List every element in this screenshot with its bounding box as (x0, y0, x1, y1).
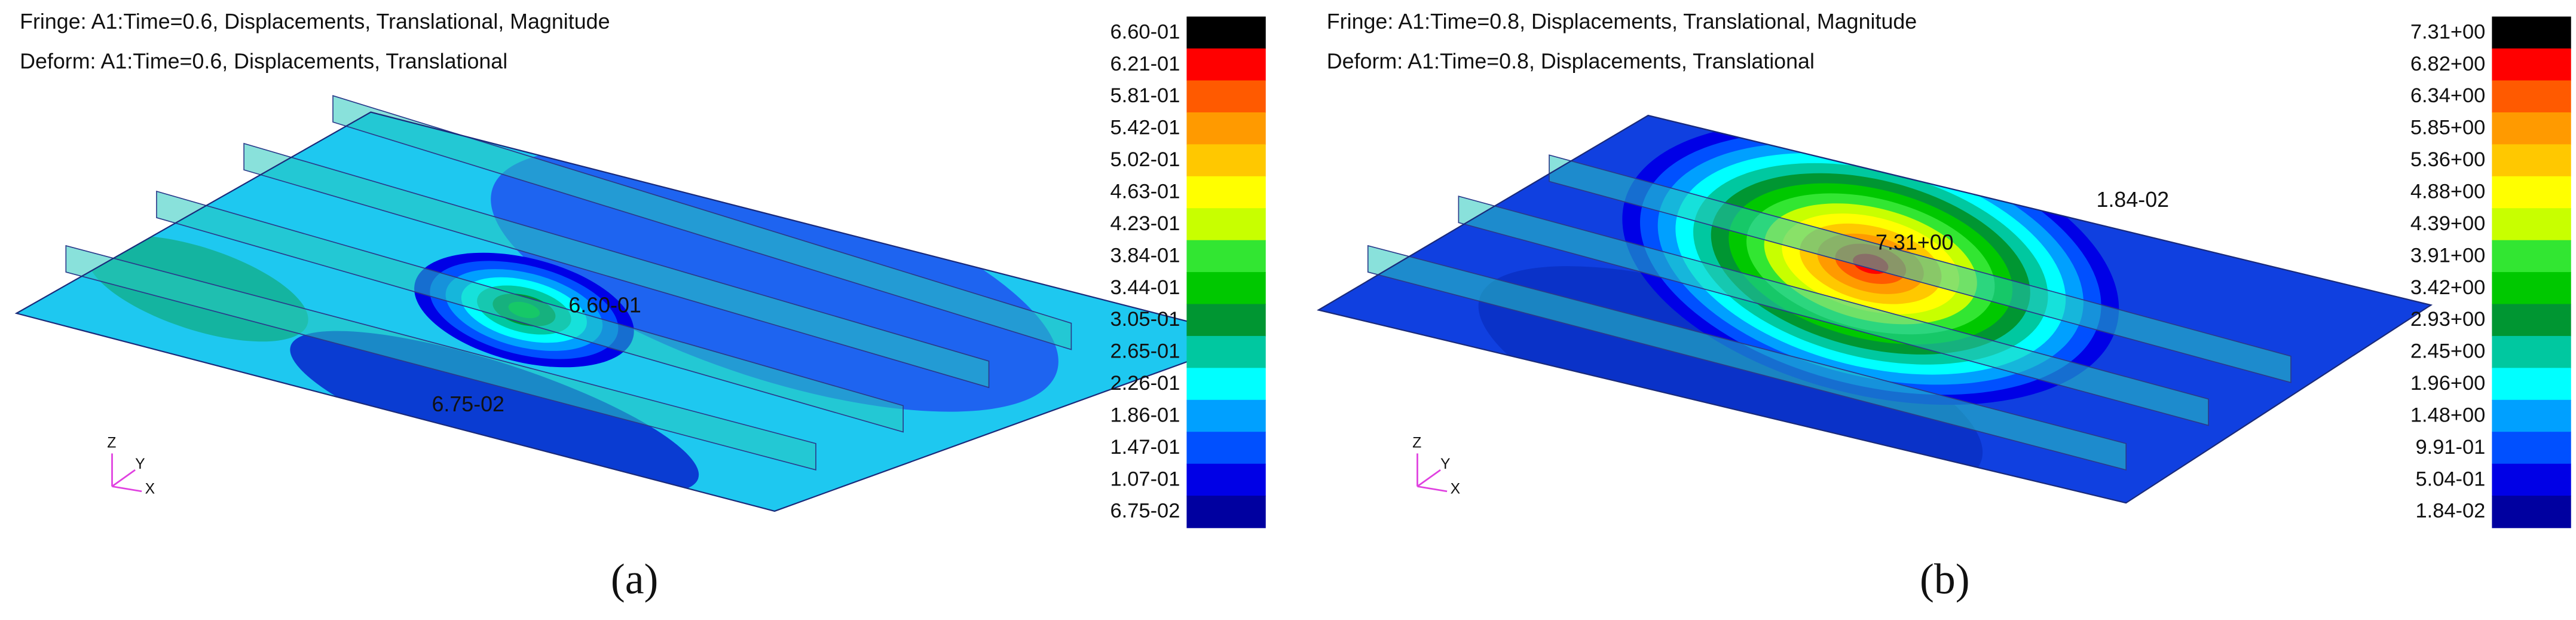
contour-region (290, 331, 699, 494)
triad-label: X (145, 481, 155, 497)
legend-label: 1.07-01 (1110, 468, 1180, 490)
legend-label: 3.42+00 (2410, 276, 2486, 299)
legend-band (1186, 240, 1266, 273)
legend-label: 4.39+00 (2410, 212, 2486, 235)
triad-axis (1417, 469, 1441, 487)
deform-title: Deform: A1:Time=0.6, Displacements, Tran… (20, 49, 507, 73)
legend-label: 5.42-01 (1110, 117, 1180, 139)
caption: (a) (611, 555, 659, 603)
legend-band (2492, 112, 2571, 145)
legend-label: 7.31+00 (2410, 20, 2486, 43)
caption: (b) (1920, 555, 1970, 603)
legend-label: 6.21-01 (1110, 53, 1180, 75)
legend-band (1186, 335, 1266, 369)
legend-label: 5.02-01 (1110, 148, 1180, 171)
stiffener (1367, 245, 2127, 471)
legend-band (2492, 80, 2571, 113)
legend-band (1186, 368, 1266, 401)
legend-label: 5.81-01 (1110, 84, 1180, 107)
legend-band (1186, 112, 1266, 145)
legend-label: 3.84-01 (1110, 244, 1180, 267)
min-label: 1.84-02 (2097, 188, 2170, 212)
legend-label: 5.36+00 (2410, 148, 2486, 171)
legend-band (2492, 304, 2571, 337)
legend-label: 3.05-01 (1110, 308, 1180, 331)
legend-band (2492, 48, 2571, 81)
legend-band (2492, 272, 2571, 305)
legend-label: 4.23-01 (1110, 212, 1180, 235)
triad-label: Z (107, 435, 116, 451)
triad-axis (1417, 485, 1448, 493)
legend-band (1186, 304, 1266, 337)
legend-band (1186, 496, 1266, 529)
legend-band (1186, 176, 1266, 209)
legend-band (1186, 432, 1266, 465)
triad-label: X (1451, 481, 1461, 497)
legend-label: 6.34+00 (2410, 84, 2486, 107)
deform-title: Deform: A1:Time=0.8, Displacements, Tran… (1327, 49, 1815, 73)
legend-band (1186, 272, 1266, 305)
legend-label: 9.91-01 (2415, 436, 2485, 459)
legend-label: 1.96+00 (2410, 372, 2486, 395)
legend-label: 6.82+00 (2410, 53, 2486, 75)
legend-band (2492, 208, 2571, 241)
triad-axis (111, 469, 136, 487)
max-label: 6.60-01 (568, 293, 641, 317)
legend-label: 5.04-01 (2415, 468, 2485, 490)
triad-label: Z (1412, 435, 1421, 451)
legend-label: 2.93+00 (2410, 308, 2486, 331)
legend-band (1186, 208, 1266, 241)
legend-band (2492, 399, 2571, 433)
legend-band (2492, 335, 2571, 369)
legend-label: 1.84-02 (2415, 500, 2485, 523)
legend-band (2492, 240, 2571, 273)
legend-label: 5.85+00 (2410, 117, 2486, 139)
stiffener (1549, 154, 2292, 383)
legend-band (1186, 144, 1266, 177)
contour-plot (1318, 115, 2431, 503)
legend-band (2492, 16, 2571, 49)
legend-label: 2.65-01 (1110, 340, 1180, 363)
legend-band (1186, 16, 1266, 49)
legend-band (2492, 432, 2571, 465)
max-label: 7.31+00 (1876, 231, 1954, 255)
stiffener (65, 245, 816, 471)
stiffener (332, 94, 1072, 350)
stiffener (243, 142, 990, 389)
triad-axis (112, 485, 142, 493)
legend-label: 3.91+00 (2410, 244, 2486, 267)
fringe-title: Fringe: A1:Time=0.6, Displacements, Tran… (20, 10, 610, 33)
triad-label: Y (135, 456, 145, 472)
legend-band (2492, 463, 2571, 496)
legend-label: 6.60-01 (1110, 20, 1180, 43)
min-label: 6.75-02 (432, 392, 504, 416)
legend-label: 2.26-01 (1110, 372, 1180, 395)
legend-band (2492, 368, 2571, 401)
fringe-title: Fringe: A1:Time=0.8, Displacements, Tran… (1327, 10, 1917, 33)
stiffener (1458, 196, 2209, 426)
legend-label: 2.45+00 (2410, 340, 2486, 363)
legend-band (1186, 80, 1266, 113)
legend-band (2492, 144, 2571, 177)
legend-label: 1.47-01 (1110, 436, 1180, 459)
legend-label: 4.88+00 (2410, 180, 2486, 203)
legend-band (1186, 463, 1266, 496)
triad-label: Y (1440, 456, 1451, 472)
legend-band (1186, 399, 1266, 433)
legend-band (2492, 496, 2571, 529)
legend-label: 1.48+00 (2410, 404, 2486, 426)
stiffener (156, 190, 904, 433)
legend-label: 3.44-01 (1110, 276, 1180, 299)
plate-edge (1317, 114, 2433, 504)
legend-label: 1.86-01 (1110, 404, 1180, 426)
legend-label: 6.75-02 (1110, 500, 1180, 523)
legend-label: 4.63-01 (1110, 180, 1180, 203)
legend-band (1186, 48, 1266, 81)
legend-band (2492, 176, 2571, 209)
